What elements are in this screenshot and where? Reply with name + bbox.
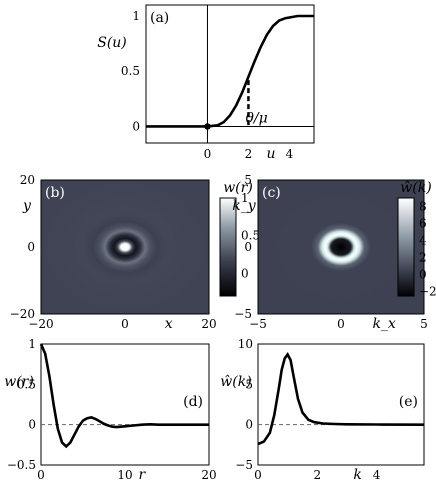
colorbar-label: w(r) xyxy=(223,180,253,196)
y-tick-label: 20 xyxy=(20,173,35,187)
y-tick-label: −0.5 xyxy=(7,458,36,472)
x-tick-label: 10 xyxy=(117,468,132,482)
y-tick-label: 10 xyxy=(238,337,253,351)
x-tick-label: −20 xyxy=(28,317,53,331)
plot-frame xyxy=(257,343,425,466)
y-tick-label: −5 xyxy=(235,458,253,472)
heatmap-image xyxy=(40,179,210,315)
series-line xyxy=(257,352,425,446)
x-tick-label: 0 xyxy=(204,147,212,161)
x-tick-label: 20 xyxy=(201,468,216,482)
plot-frame xyxy=(145,4,315,144)
colorbar-tick-label: 1 xyxy=(241,191,249,205)
colorbar-label: ŵ(k) xyxy=(400,180,431,196)
colorbar-tick-label: −2 xyxy=(419,285,436,299)
panel-label: (d) xyxy=(183,394,203,410)
panel-label: (e) xyxy=(399,394,418,410)
colorbar-tick-label: 4 xyxy=(419,234,427,248)
colorbar-tick-label: 0 xyxy=(419,268,427,282)
y-tick-label: 0 xyxy=(244,240,252,254)
panel-label: (c) xyxy=(262,185,281,201)
y-tick-label: 0 xyxy=(245,418,253,432)
y-tick-label: 1 xyxy=(132,9,140,23)
x-axis-label: k_x xyxy=(372,316,395,332)
colorbar-tick-label: 0.5 xyxy=(241,229,260,243)
panel-label: (a) xyxy=(150,10,169,26)
panel-a: 0 2 4 0 0.5 1 (a) S(u) u θ/μ xyxy=(97,4,315,162)
y-tick-label: −5 xyxy=(234,307,252,321)
x-axis-label: u xyxy=(266,146,275,162)
y-tick-label: 5 xyxy=(244,173,252,187)
panel-c: −5 0 5 5 0 −5 (c) k_y k_x 8 6 4 2 0 −2 ŵ(k) xyxy=(232,173,436,332)
y-tick-label: 0.5 xyxy=(17,377,36,391)
plot-frame xyxy=(40,343,210,466)
series-line xyxy=(146,14,314,128)
y-tick-label: 0 xyxy=(27,240,35,254)
y-axis-label: k_y xyxy=(232,198,256,214)
heatmap-image xyxy=(257,179,425,315)
x-tick-label: 0 xyxy=(337,317,345,331)
y-tick-label: 1 xyxy=(28,337,36,351)
panel-label: (b) xyxy=(45,185,65,201)
y-axis-label: y xyxy=(22,198,32,214)
x-tick-label: 0 xyxy=(37,468,45,482)
origin-point xyxy=(204,123,211,130)
x-tick-label: −5 xyxy=(249,317,267,331)
x-axis-label: r xyxy=(138,467,146,483)
y-tick-label: −20 xyxy=(10,307,35,321)
x-tick-label: 0 xyxy=(254,468,262,482)
colorbar-tick-label: 6 xyxy=(419,217,427,231)
y-axis-label: S(u) xyxy=(97,35,127,51)
colorbar-tick-label: 2 xyxy=(419,251,427,265)
y-tick-label: 0.5 xyxy=(121,64,140,78)
x-tick-label: 4 xyxy=(286,147,294,161)
y-axis-label: ŵ(k) xyxy=(220,374,251,390)
x-tick-label: 2 xyxy=(245,147,253,161)
x-tick-label: 2 xyxy=(313,468,321,482)
series-line xyxy=(39,343,209,449)
colorbar-tick-label: 0 xyxy=(241,266,249,280)
y-tick-label: 0 xyxy=(28,418,36,432)
x-tick-label: 5 xyxy=(420,317,428,331)
x-tick-label: 0 xyxy=(121,317,129,331)
x-axis-label: x xyxy=(165,316,173,332)
y-axis-label: w(r) xyxy=(4,374,34,390)
colorbar xyxy=(219,197,237,297)
y-tick-label: 5 xyxy=(245,377,253,391)
x-tick-label: 20 xyxy=(201,317,216,331)
threshold-annotation: θ/μ xyxy=(246,110,268,126)
x-axis-label: k xyxy=(353,467,361,483)
x-tick-label: 4 xyxy=(373,468,381,482)
colorbar-tick-label: 8 xyxy=(419,200,427,214)
colorbar xyxy=(397,197,415,297)
y-tick-label: 0 xyxy=(132,119,140,133)
